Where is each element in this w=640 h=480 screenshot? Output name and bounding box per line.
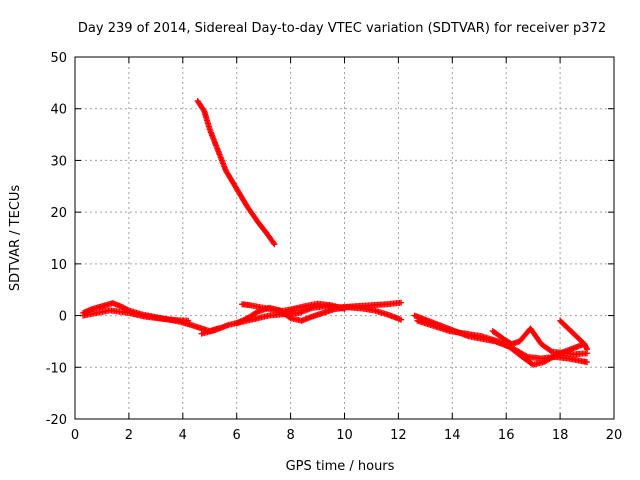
data-point-marker (584, 359, 591, 366)
x-tick-label: 16 (498, 428, 515, 443)
data-point-marker (547, 347, 554, 354)
y-tick-label: 30 (50, 154, 67, 169)
data-point-marker (271, 241, 278, 248)
data-point-marker (584, 346, 591, 353)
x-tick-label: 6 (233, 428, 241, 443)
chart-title: Day 239 of 2014, Sidereal Day-to-day VTE… (78, 21, 606, 36)
data-point-marker (253, 309, 260, 316)
data-point-marker (398, 299, 405, 306)
tick-marks (74, 56, 615, 420)
y-tick-label: 10 (50, 258, 67, 273)
series-arc-late-d (557, 317, 591, 353)
x-tick-label: 14 (444, 428, 461, 443)
y-tick-label: 50 (50, 51, 67, 66)
y-tick-labels: -20 -10 0 10 20 30 40 50 (46, 51, 67, 428)
grid-lines (75, 57, 614, 419)
y-tick-label: -10 (46, 361, 67, 376)
data-point-marker (270, 239, 277, 246)
x-axis-label: GPS time / hours (286, 459, 395, 474)
series-arc-mid-c (239, 300, 348, 314)
data-points (80, 97, 591, 368)
data-point-marker (398, 316, 405, 323)
y-tick-label: 0 (59, 310, 67, 325)
x-tick-labels: 0 2 4 6 8 10 12 14 16 18 20 (71, 428, 622, 443)
data-point-marker (185, 317, 192, 324)
data-point-marker (286, 314, 293, 321)
x-tick-label: 12 (390, 428, 407, 443)
series-steep-decline-arc (194, 97, 278, 248)
x-tick-label: 8 (286, 428, 294, 443)
y-axis-label: SDTVAR / TECUs (8, 185, 23, 292)
data-point-marker (200, 107, 207, 114)
x-tick-label: 20 (606, 428, 623, 443)
data-point-marker (583, 344, 590, 351)
series-arc-late-c (489, 325, 591, 358)
x-tick-label: 4 (179, 428, 187, 443)
series-arc-early-b (80, 307, 192, 324)
y-tick-label: -20 (46, 413, 67, 428)
series-arc-late-b (414, 317, 591, 366)
x-tick-label: 0 (71, 428, 79, 443)
x-tick-label: 18 (552, 428, 569, 443)
data-point-marker (341, 305, 348, 312)
y-tick-label: 20 (50, 206, 67, 221)
y-tick-label: 40 (50, 103, 67, 118)
data-point-marker (523, 353, 530, 360)
x-tick-label: 10 (336, 428, 353, 443)
x-tick-label: 2 (125, 428, 133, 443)
